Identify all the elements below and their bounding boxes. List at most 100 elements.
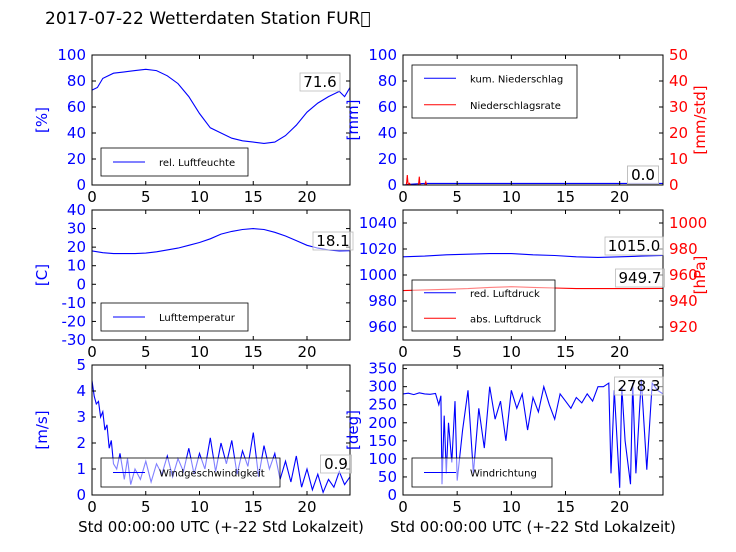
y2-tick-label: 10 (669, 150, 688, 168)
x-tick-label: 10 (190, 343, 209, 361)
y2-tick-label: 980 (669, 240, 698, 258)
x-tick-label: 20 (297, 498, 316, 516)
y-tick-label: -10 (62, 294, 87, 312)
y-axis-label: [C] (33, 264, 51, 286)
y2-tick-label: 920 (669, 318, 698, 336)
y-tick-label: -30 (62, 331, 87, 349)
legend-label: Windrichtung (470, 469, 537, 480)
value-label: 71.6 (303, 73, 336, 91)
x-tick-label: 5 (452, 188, 462, 206)
y-tick-label: 40 (67, 124, 86, 142)
series-line-1 (403, 253, 663, 258)
value-label-2-box (615, 268, 665, 288)
x-tick-label: 15 (244, 498, 263, 516)
x-tick-label: 15 (556, 498, 575, 516)
value-label: 18.1 (316, 232, 349, 250)
legend-label: red. Luftdruck (470, 289, 540, 300)
x-tick-label: 10 (502, 343, 521, 361)
y-tick-label: 0 (387, 176, 397, 194)
value-label-2-box (627, 165, 659, 185)
series-line-1 (92, 380, 350, 495)
y-tick-label: 20 (378, 150, 397, 168)
x-tick-label: 20 (610, 498, 629, 516)
value-label-box (614, 376, 664, 396)
x-tick-label: 5 (452, 343, 462, 361)
x-tick-label: 0 (87, 188, 97, 206)
series-line-1 (92, 228, 350, 255)
x-tick-label: 20 (610, 188, 629, 206)
legend-label: abs. Luftdruck (470, 314, 541, 325)
y-tick-label: 1000 (359, 266, 397, 284)
plot-frame (91, 364, 351, 496)
x-tick-label: 10 (502, 188, 521, 206)
y2-tick-label: 40 (669, 72, 688, 90)
y2-tick-label: 960 (669, 266, 698, 284)
x-tick-label: 15 (244, 343, 263, 361)
x-tick-label: 0 (398, 188, 408, 206)
plot-frame (91, 209, 351, 341)
y-tick-label: 1040 (359, 214, 397, 232)
y2-tick-label: 20 (669, 124, 688, 142)
value-label-box (299, 72, 341, 92)
legend-label: Niederschlagsrate (470, 101, 561, 112)
y-tick-label: 0 (76, 486, 86, 504)
plot-frame (91, 54, 351, 186)
x-tick-label: 5 (452, 498, 462, 516)
y-tick-label: 0 (76, 176, 86, 194)
x-tick-label: 15 (556, 188, 575, 206)
y2-tick-label: 30 (669, 98, 688, 116)
y-tick-label: 980 (368, 292, 397, 310)
x-tick-label: 0 (87, 498, 97, 516)
x-tick-label: 10 (190, 498, 209, 516)
plot-frame (402, 364, 664, 496)
x-tick-label: 5 (141, 498, 151, 516)
y-tick-label: 40 (378, 124, 397, 142)
y-tick-label: 10 (67, 257, 86, 275)
y-axis-label: [m/s] (33, 410, 51, 449)
subplot-2: 0.00.0 (402, 54, 664, 186)
value-label: 0.9 (324, 455, 348, 473)
y-tick-label: 50 (378, 468, 397, 486)
x-axis-label: Std 00:00:00 UTC (+-22 Std Lokalzeit) (390, 518, 676, 536)
y2-tick-label: 50 (669, 46, 688, 64)
value-label-2: 949.7 (619, 269, 662, 287)
y-tick-label: 0 (387, 486, 397, 504)
x-tick-label: 5 (141, 188, 151, 206)
y-tick-label: 60 (378, 98, 397, 116)
x-tick-label: 20 (610, 343, 629, 361)
y-tick-label: 960 (368, 318, 397, 336)
y-tick-label: 4 (76, 382, 86, 400)
y2-tick-label: 0 (669, 176, 679, 194)
x-tick-label: 10 (502, 498, 521, 516)
y-tick-label: 20 (67, 150, 86, 168)
x-tick-label: 0 (398, 343, 408, 361)
y-axis-label: [%] (33, 107, 51, 133)
legend-label: rel. Luftfeuchte (159, 158, 235, 169)
figure-title: 2017-07-22 Wetterdaten Station FUR  (45, 9, 371, 29)
y-tick-label: 350 (368, 360, 397, 378)
y-tick-label: 80 (378, 72, 397, 90)
y-tick-label: 1 (76, 460, 86, 478)
series-line-2 (403, 175, 663, 185)
y-tick-label: 300 (368, 378, 397, 396)
subplot-5: 0.9 (91, 364, 352, 496)
y-tick-label: 20 (67, 238, 86, 256)
value-label-box (320, 454, 352, 474)
y-tick-label: -20 (62, 312, 87, 330)
y-tick-label: 100 (57, 46, 86, 64)
x-tick-label: 0 (398, 498, 408, 516)
y2-tick-label: 1000 (669, 214, 707, 232)
value-label-box (604, 236, 664, 256)
series-line-1 (92, 68, 350, 144)
x-tick-label: 20 (297, 188, 316, 206)
y-tick-label: 2 (76, 434, 86, 452)
y2-tick-label: 940 (669, 292, 698, 310)
legend-box (411, 64, 578, 119)
subplot-1: 71.6 (91, 54, 351, 186)
value-label: 1015.0 (608, 237, 661, 255)
legend-box (411, 279, 556, 332)
x-tick-label: 0 (87, 343, 97, 361)
y-tick-label: 80 (67, 72, 86, 90)
y-tick-label: 60 (67, 98, 86, 116)
